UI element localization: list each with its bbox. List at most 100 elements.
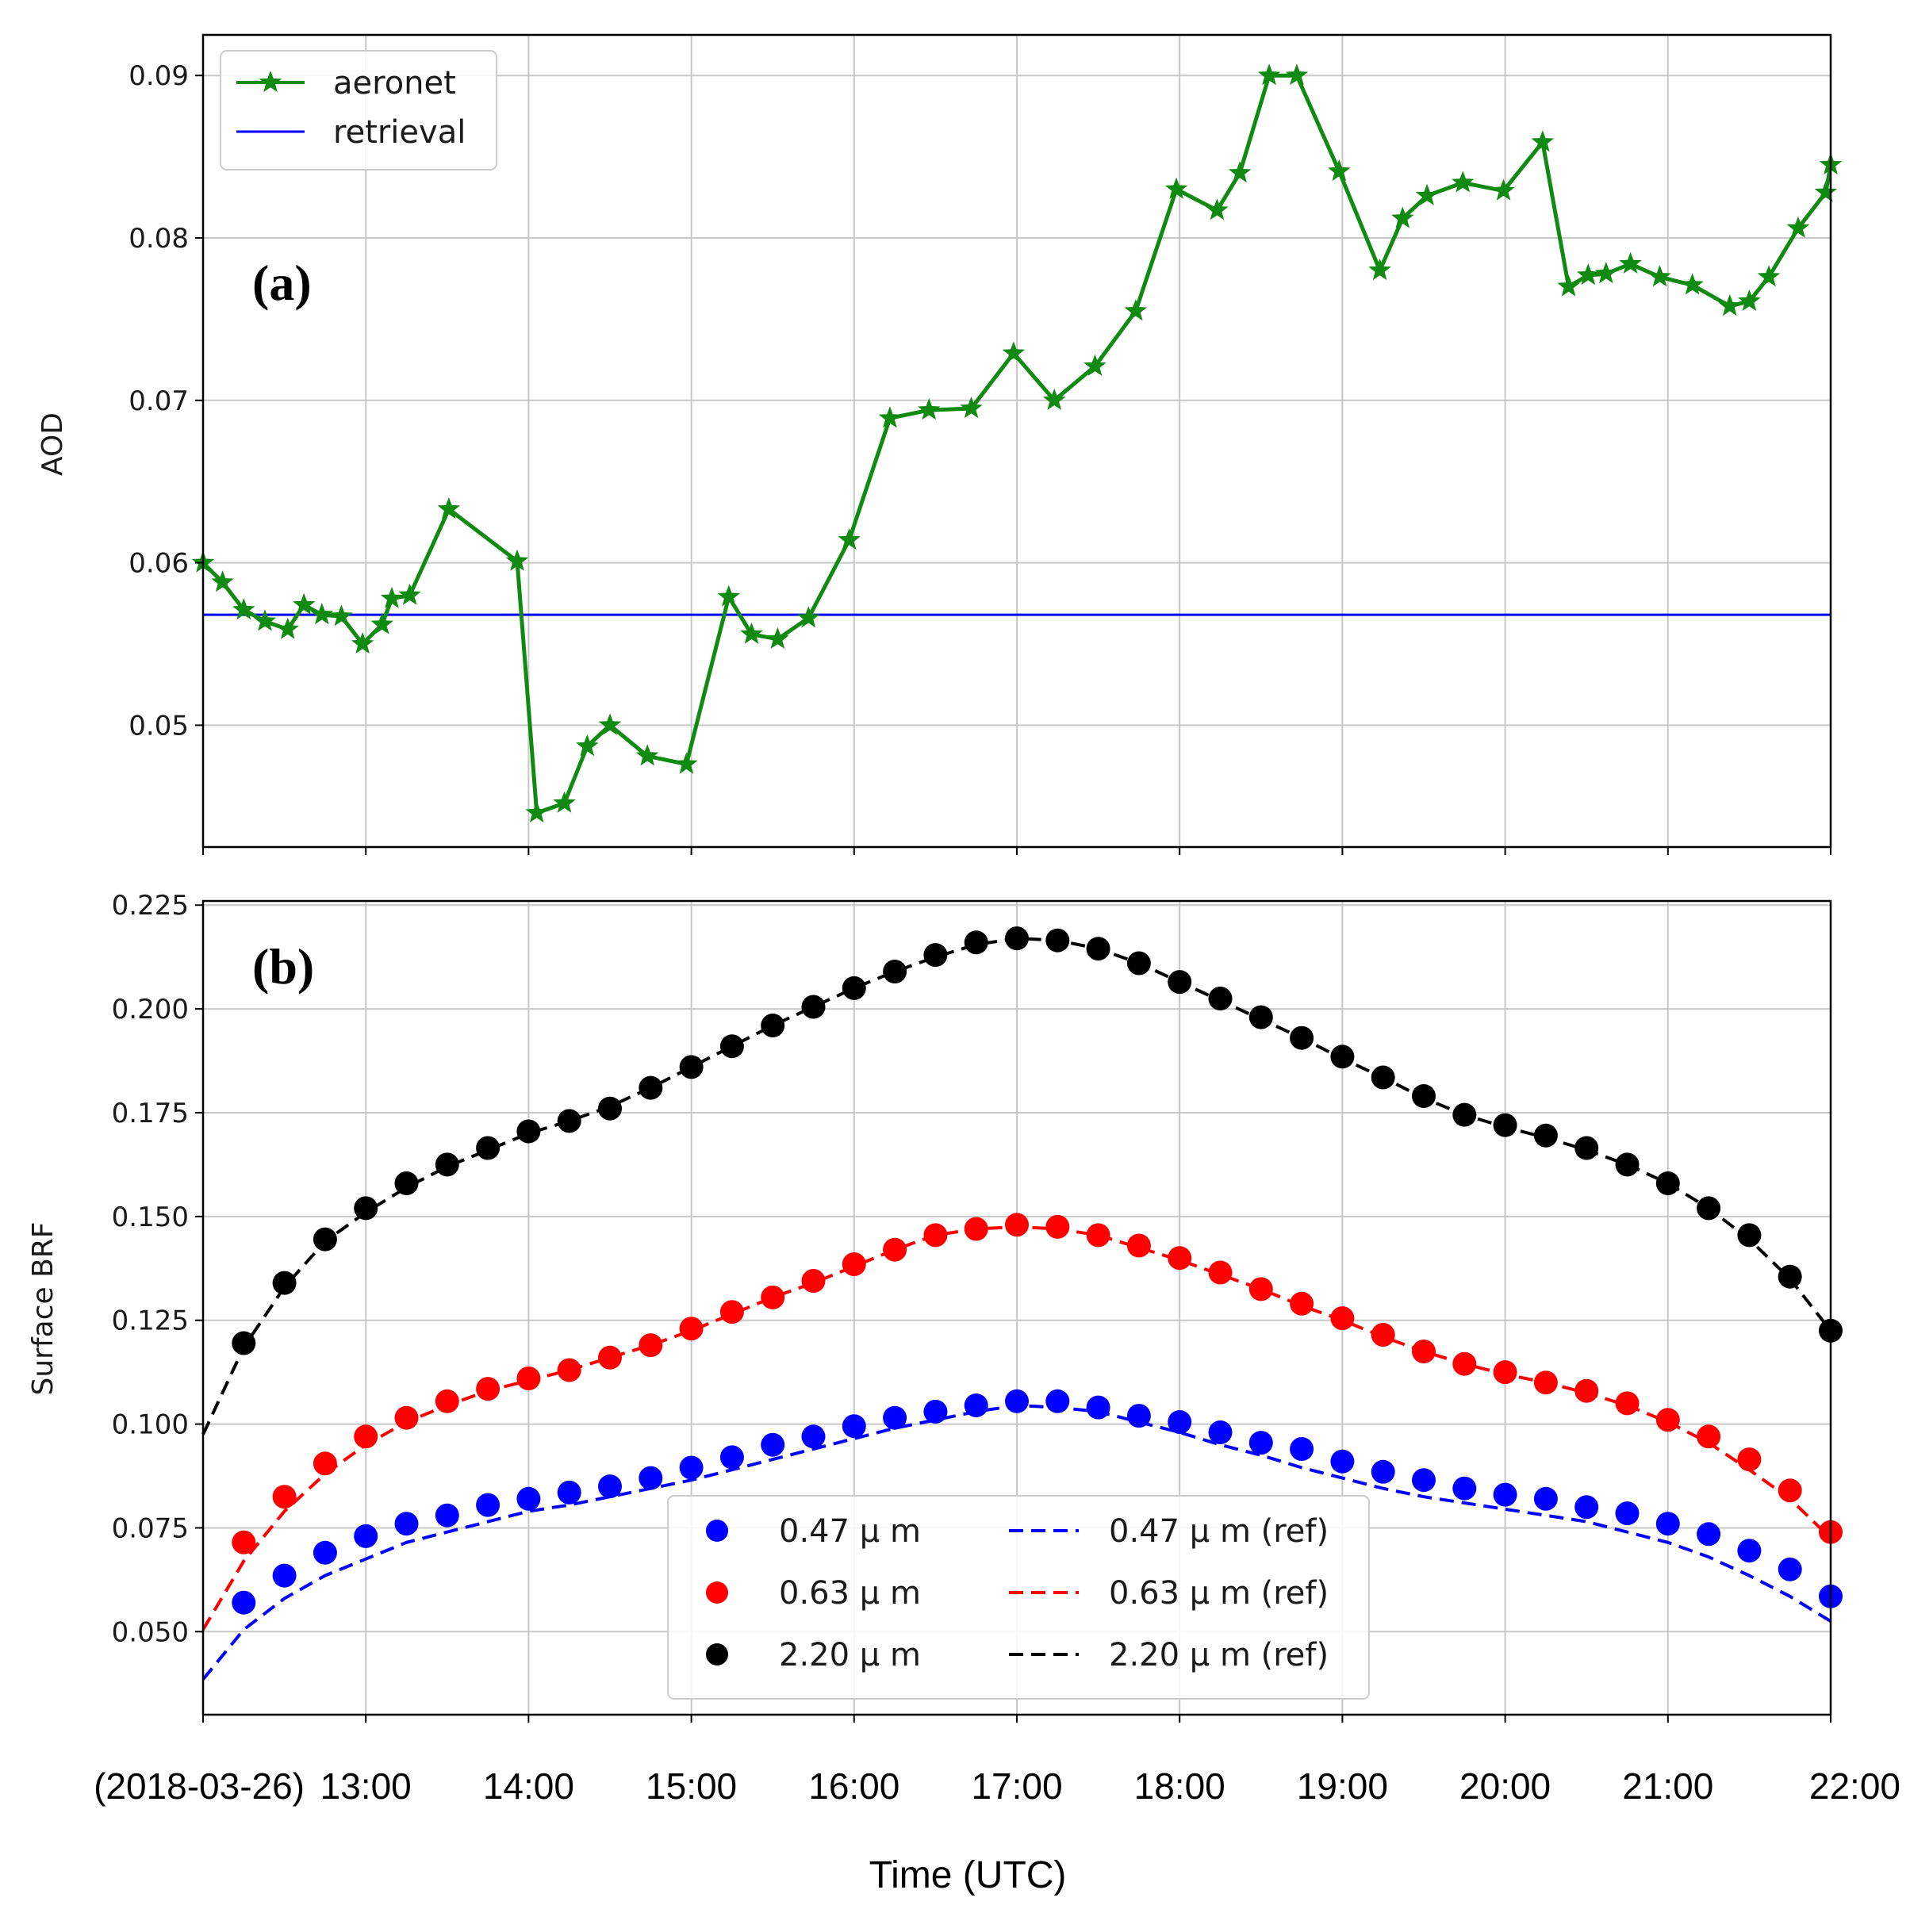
brf-point	[1290, 1437, 1314, 1461]
aeronet-point	[380, 586, 404, 608]
b-xtick-label: 14:00	[483, 1765, 574, 1807]
aeronet-point	[1206, 198, 1229, 220]
aeronet-point	[838, 527, 861, 550]
brf-point	[516, 1119, 541, 1144]
brf-point	[354, 1424, 378, 1449]
b-ytick-label: 0.050	[112, 1616, 189, 1648]
legend-retrieval-label: retrieval	[333, 114, 466, 151]
brf-point	[476, 1136, 501, 1160]
aeronet-point	[505, 549, 529, 571]
brf-point	[883, 1237, 907, 1262]
brf-point	[1248, 1277, 1273, 1301]
brf-point	[1005, 1389, 1029, 1413]
brf-point	[1778, 1557, 1802, 1581]
aeronet-point	[1002, 341, 1026, 363]
panel-a-yticks: 0.05 0.06 0.07 0.08 0.09	[128, 60, 1831, 855]
brf-point	[1574, 1136, 1599, 1160]
aeronet-point	[1257, 63, 1281, 86]
brf-point	[964, 1393, 988, 1417]
brf-point	[1778, 1478, 1802, 1503]
aeronet-point	[293, 592, 316, 615]
brf-point	[313, 1227, 337, 1252]
brf-point	[272, 1271, 297, 1295]
brf-point	[394, 1171, 419, 1195]
b-xtick-label: 13:00	[320, 1765, 412, 1807]
aeronet-point	[1415, 183, 1439, 205]
brf-point	[801, 1424, 826, 1449]
aeronet-point	[576, 734, 599, 757]
aeronet-point	[1814, 180, 1838, 202]
legend-047-marker	[706, 1520, 728, 1542]
brf-point	[1655, 1171, 1680, 1195]
panel-b-legend-box	[667, 1495, 1370, 1700]
aeronet-point	[1391, 206, 1414, 228]
aeronet-point	[1164, 177, 1188, 199]
panel-a-ylabel: AOD	[36, 412, 69, 476]
brf-point	[232, 1331, 256, 1355]
b-ytick-label: 0.200	[112, 994, 189, 1025]
brf-point	[923, 943, 948, 968]
brf-point	[883, 1405, 907, 1430]
brf-point	[1412, 1084, 1436, 1108]
brf-point	[1330, 1306, 1355, 1331]
b-xtick-label: 16:00	[808, 1765, 899, 1807]
panel-b-label: (b)	[252, 938, 314, 995]
aeronet-point	[437, 497, 461, 519]
brf-point	[761, 1014, 785, 1037]
aeronet-point	[1328, 159, 1351, 182]
aeronet-point	[635, 744, 659, 766]
brf-point	[1412, 1468, 1436, 1493]
brf-point	[1452, 1351, 1477, 1376]
b-xtick-label: (2018-03-26)	[94, 1765, 305, 1807]
aeronet-point	[1531, 130, 1555, 152]
aeronet-point	[1368, 259, 1391, 281]
brf-point	[1208, 1420, 1233, 1444]
brf-point	[1168, 1246, 1192, 1271]
panel-a-series	[191, 63, 1843, 823]
x-axis-label: Time (UTC)	[869, 1854, 1067, 1896]
brf-point	[1615, 1391, 1640, 1416]
brf-point	[842, 976, 866, 1000]
legend-aeronet-marker	[259, 71, 282, 93]
brf-point	[801, 995, 826, 1019]
aeronet-point	[1738, 289, 1761, 311]
b-xtick-label: 21:00	[1622, 1765, 1713, 1807]
aeronet-point	[310, 603, 334, 625]
brf-point	[1371, 1323, 1395, 1347]
brf-point	[1126, 1404, 1151, 1428]
brf-point	[516, 1367, 541, 1390]
brf-point	[761, 1285, 785, 1309]
b-xtick-label: 18:00	[1134, 1765, 1225, 1807]
a-ytick-label: 0.06	[128, 548, 189, 580]
b-ytick-label: 0.125	[112, 1305, 189, 1337]
legend-220-marker	[706, 1643, 728, 1666]
brf-point	[1655, 1512, 1680, 1536]
b-xtick-label: 19:00	[1297, 1765, 1388, 1807]
brf-point	[1045, 1214, 1070, 1239]
legend-aeronet-label: aeronet	[333, 65, 456, 102]
brf-point	[476, 1377, 501, 1401]
aeronet-point	[1228, 161, 1252, 183]
a-ytick-label: 0.09	[128, 60, 189, 92]
aeronet-point	[717, 585, 741, 607]
brf-point	[801, 1269, 826, 1293]
aeronet-point	[351, 632, 374, 654]
aeronet-point	[1577, 263, 1600, 286]
brf-point	[1737, 1223, 1762, 1248]
brf-point	[1737, 1539, 1762, 1563]
brf-point	[679, 1317, 704, 1341]
brf-point	[1330, 1449, 1355, 1474]
brf-point	[272, 1563, 297, 1588]
brf-point	[435, 1152, 459, 1177]
brf-point	[313, 1540, 337, 1565]
brf-point	[1126, 951, 1151, 976]
aeronet-point	[797, 606, 820, 628]
brf-point	[719, 1034, 744, 1059]
brf-point	[435, 1389, 459, 1413]
brf-point	[598, 1096, 622, 1121]
brf-point	[1005, 926, 1029, 951]
brf-point	[1248, 1005, 1273, 1029]
panel-b-surface-brf: 0.47 μ m 0.63 μ m 2.20 μ m 0.47 μ m (ref…	[27, 890, 1900, 1896]
brf-point	[557, 1109, 581, 1133]
brf-point	[1086, 1223, 1110, 1248]
